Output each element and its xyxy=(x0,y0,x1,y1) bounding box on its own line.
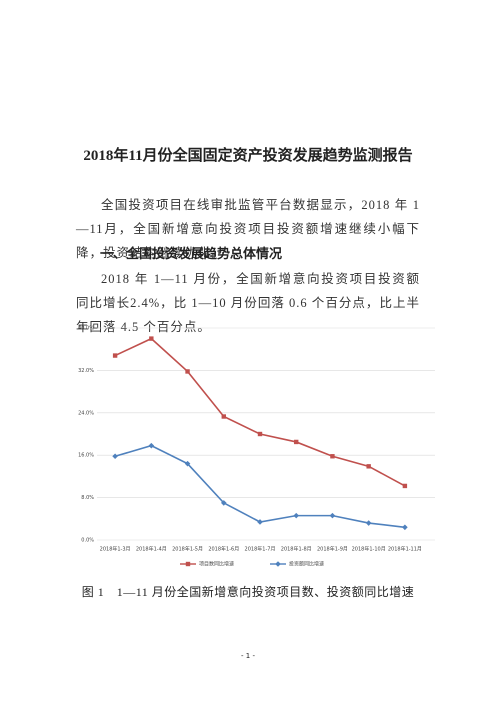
point xyxy=(185,561,191,567)
y-tick-label: 8.0% xyxy=(81,495,94,501)
paragraph: 全国投资项目在线审批监管平台数据显示，2018 年 1—11月，全国新增意向投资… xyxy=(76,198,420,260)
legend-label: 项目数同比增速 xyxy=(199,561,234,568)
x-tick-label: 2018年1-10月 xyxy=(352,546,386,553)
x-tick-label: 2018年1-3月 xyxy=(100,546,131,553)
paragraph: 2018 年 1—11 月份，全国新增意向投资项目投资额同比增长2.4%，比 1… xyxy=(76,272,420,334)
point xyxy=(294,439,299,445)
point xyxy=(366,464,371,469)
point xyxy=(184,460,191,467)
line xyxy=(114,337,406,487)
caption: 图 1 1—11 月份全国新增意向投资项目数、投资额同比增速 xyxy=(81,585,415,599)
point xyxy=(149,336,154,341)
point xyxy=(330,454,335,459)
point xyxy=(275,561,281,567)
x-tick-label: 2018年1-9月 xyxy=(317,546,348,553)
point xyxy=(257,519,263,525)
point xyxy=(185,369,190,374)
y-tick-label: 32.0% xyxy=(78,368,94,374)
point xyxy=(402,483,408,489)
title: 2018年11月份全国固定资产投资发展趋势监测报告 xyxy=(83,148,413,164)
point xyxy=(329,512,336,519)
legend-label: 投资额同比增速 xyxy=(289,561,324,568)
point xyxy=(112,453,118,460)
point xyxy=(220,500,227,506)
point xyxy=(402,524,408,531)
x-tick-label: 2018年1-8月 xyxy=(281,546,312,553)
y-tick-label: 16.0% xyxy=(78,453,94,459)
chart: 0.0% 8.0% 16.0% 24.0% 32.0% 40.0% 2018年1-3月 201… xyxy=(78,326,435,568)
point xyxy=(112,353,118,358)
line xyxy=(114,444,405,529)
x-tick-label: 2018年1-7月 xyxy=(245,546,276,553)
point xyxy=(221,414,226,419)
page-number: - 1 - xyxy=(241,652,255,660)
y-tick-label: 0.0% xyxy=(81,538,94,544)
y-tick-label: 24.0% xyxy=(78,410,94,416)
y-tick-label: 40.0% xyxy=(78,326,94,332)
x-tick-label: 2018年1-4月 xyxy=(136,546,167,553)
point xyxy=(257,431,263,437)
x-tick-label: 2018年1-5月 xyxy=(172,546,203,553)
section-heading: 一、全国投资发展趋势总体情况 xyxy=(100,247,283,262)
point xyxy=(148,442,155,449)
x-tick-label: 2018年1-11月 xyxy=(388,546,422,553)
point xyxy=(365,520,372,526)
x-tick-label: 2018年1-6月 xyxy=(208,546,239,553)
point xyxy=(293,512,300,519)
